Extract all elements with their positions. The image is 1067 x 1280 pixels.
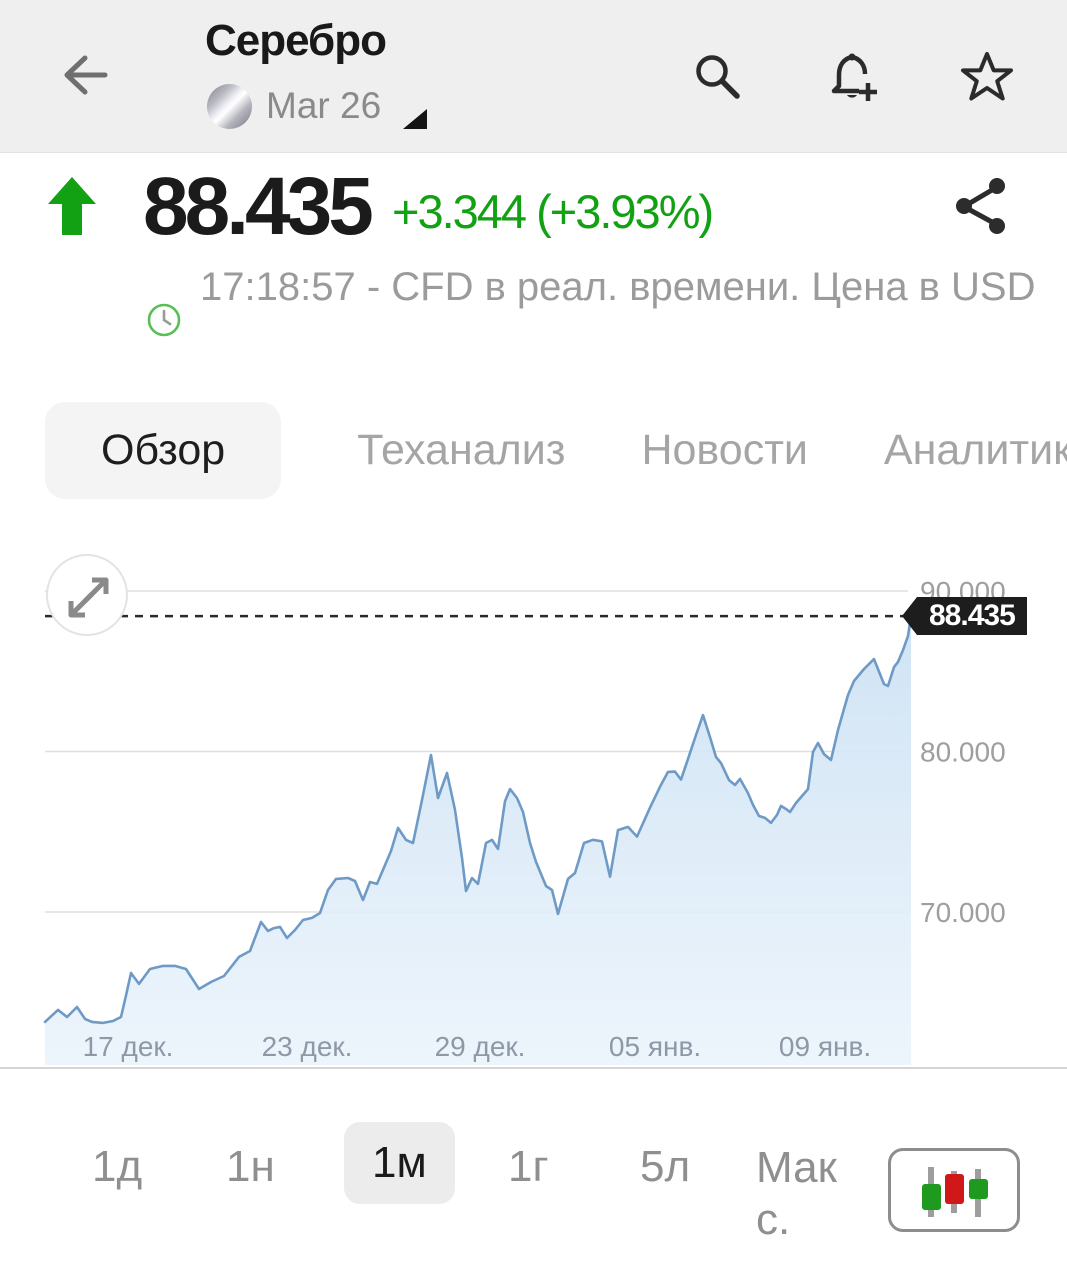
range-selector: 1д 1н 1м 1г 5л Макс. (0, 1120, 1067, 1270)
svg-text:23 дек.: 23 дек. (262, 1031, 353, 1062)
price-chart[interactable]: 90.000 80.000 70.000 17 дек. 23 дек. 29 дек. 0… (0, 540, 1067, 1075)
current-price-tag: 88.435 (902, 597, 1027, 635)
candlestick-chart-button[interactable] (888, 1148, 1020, 1232)
last-price: 88.435 (143, 161, 374, 252)
chart-expand-button[interactable] (46, 554, 128, 636)
tab-news[interactable]: Новости (641, 425, 808, 474)
range-1m[interactable]: 1м (344, 1122, 455, 1204)
svg-text:70.000: 70.000 (920, 897, 1006, 928)
range-max[interactable]: Макс. (756, 1143, 837, 1244)
search-icon[interactable] (690, 50, 744, 104)
svg-text:09 янв.: 09 янв. (779, 1031, 871, 1062)
tab-overview[interactable]: Обзор (45, 401, 282, 499)
svg-text:17 дек.: 17 дек. (83, 1031, 174, 1062)
expand-arrows-icon (68, 577, 109, 618)
tab-analysis[interactable]: Аналитика (883, 425, 1067, 474)
tab-bar: Обзор Теханализ Новости Аналитика (0, 400, 1067, 500)
candlestick-icon (922, 1167, 988, 1217)
price-change: +3.344 (+3.93%) (392, 185, 714, 238)
share-icon[interactable] (952, 176, 1010, 236)
svg-text:80.000: 80.000 (920, 737, 1006, 768)
clock-icon (147, 303, 181, 337)
range-1d[interactable]: 1д (92, 1142, 143, 1191)
header: Серебро Mar 26 (0, 0, 1067, 153)
range-5y[interactable]: 5л (640, 1142, 691, 1191)
svg-text:29 дек.: 29 дек. (435, 1031, 526, 1062)
quote-note: 17:18:57 - CFD в реал. времени. Цена в U… (146, 262, 1041, 337)
page-title: Серебро (205, 16, 387, 65)
back-arrow-icon[interactable] (55, 48, 111, 104)
quote-timestamp-note: 17:18:57 - CFD в реал. времени. Цена в U… (200, 265, 1036, 309)
price-up-arrow-icon (48, 177, 96, 235)
instrument-subtitle: Mar 26 (266, 85, 382, 126)
add-alert-bell-icon[interactable] (824, 50, 878, 104)
dropdown-triangle-icon (403, 109, 428, 129)
tab-technical[interactable]: Теханализ (357, 425, 566, 474)
favorite-star-icon[interactable] (960, 50, 1014, 104)
instrument-selector[interactable]: Mar 26 (207, 83, 428, 129)
silver-instrument-icon (207, 83, 252, 129)
range-1y[interactable]: 1г (508, 1142, 549, 1191)
range-1w[interactable]: 1н (226, 1142, 275, 1191)
svg-text:05 янв.: 05 янв. (609, 1031, 701, 1062)
